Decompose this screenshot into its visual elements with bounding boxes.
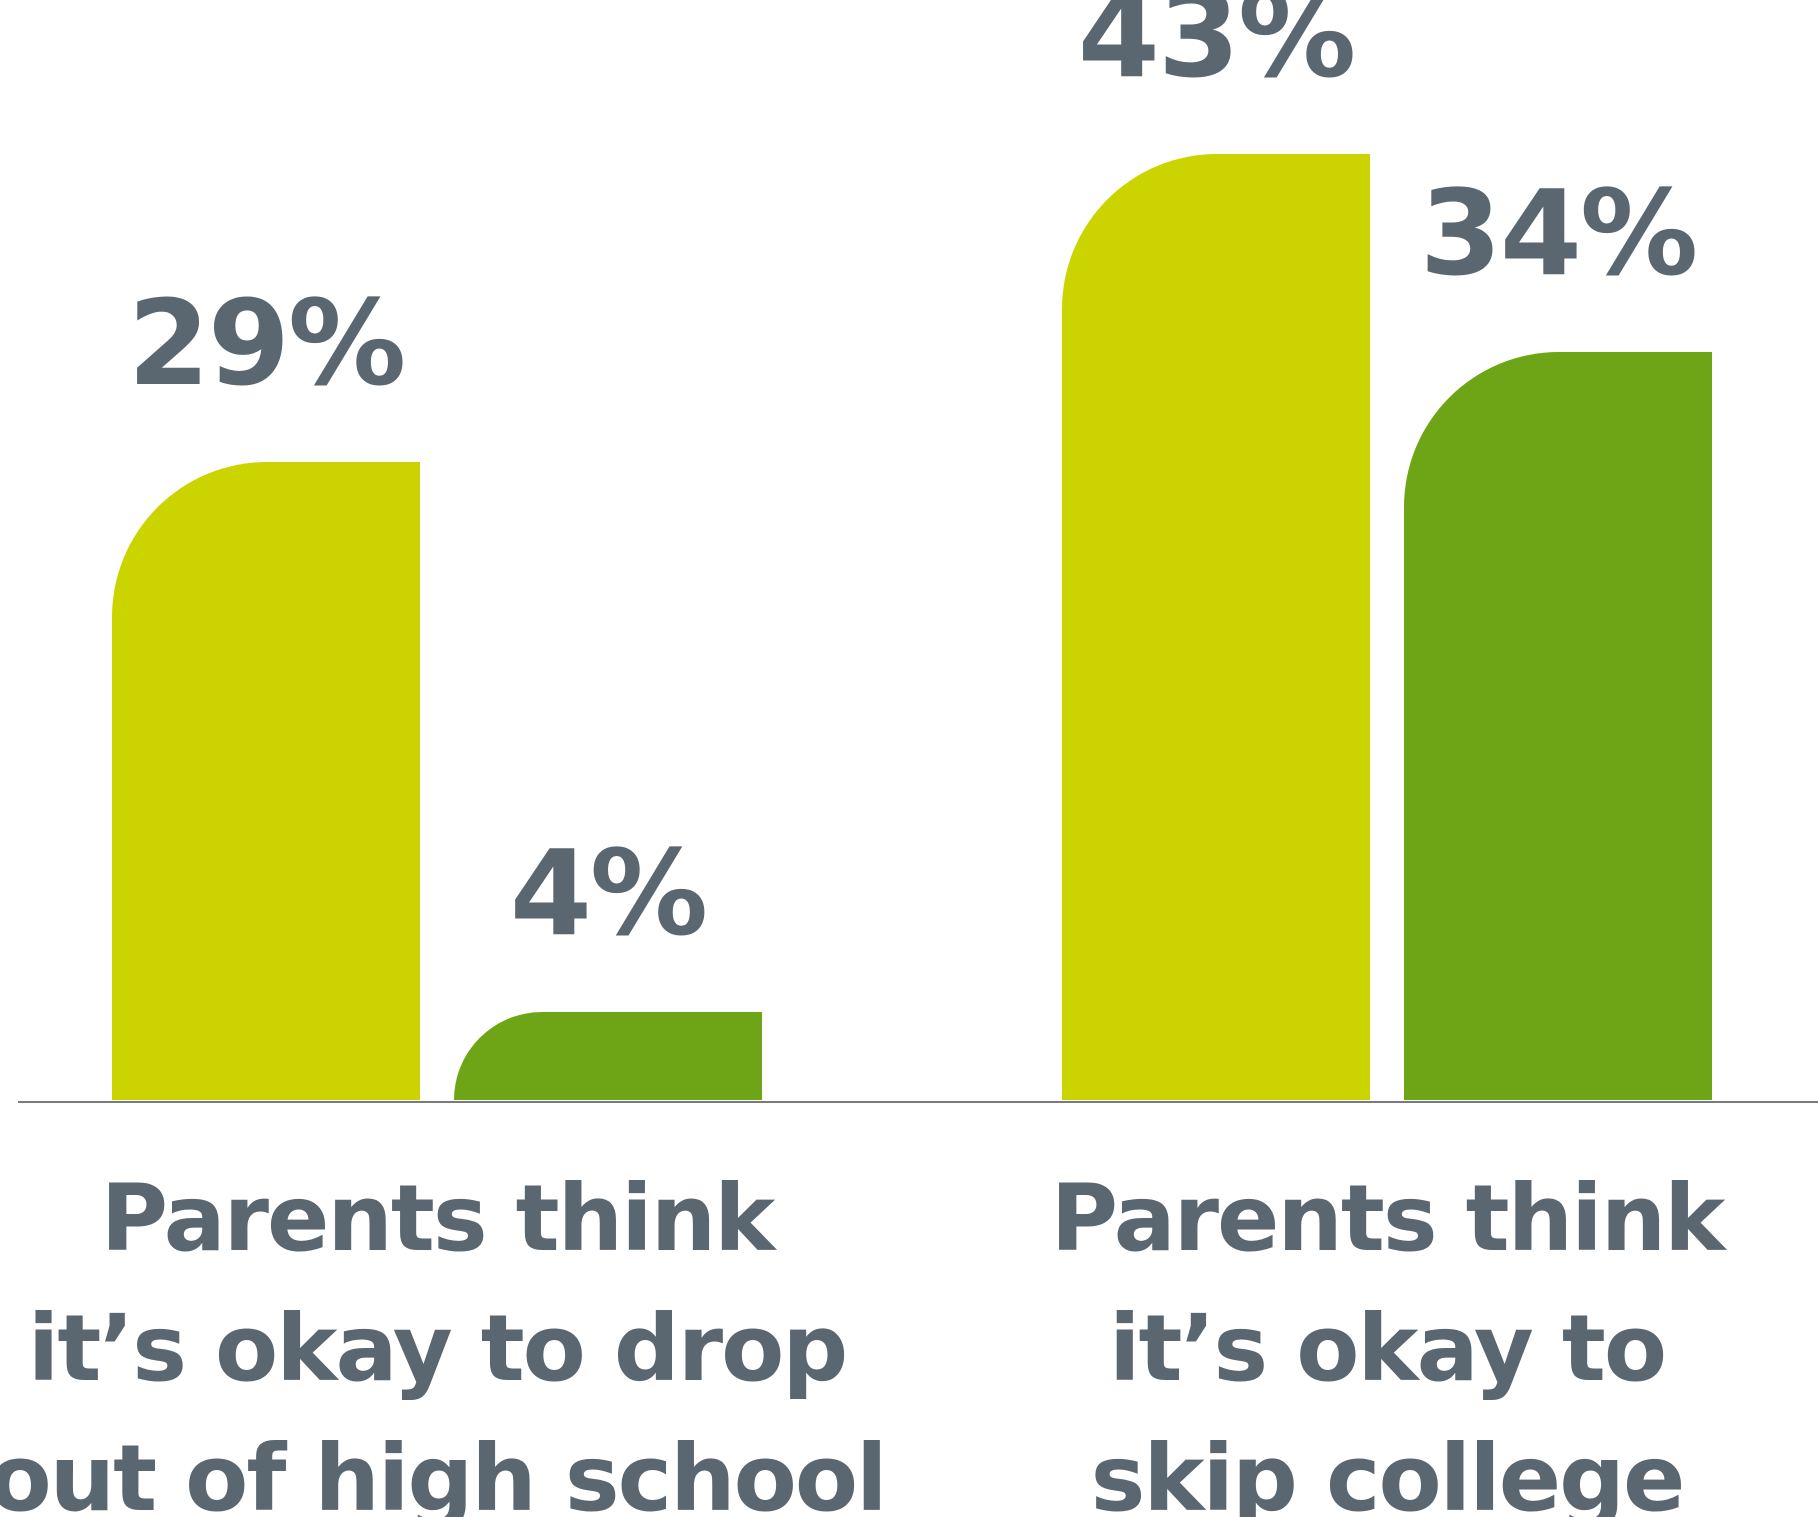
- category-label-2-line-3: skip college: [1091, 1425, 1684, 1517]
- category-label-1-line-1: Parents think: [101, 1165, 778, 1272]
- bar-1-2: [454, 1012, 762, 1100]
- category-label-1-line-3: out of high school: [0, 1425, 886, 1517]
- value-label-1-1: 29%: [128, 274, 404, 412]
- bar-2-2: [1404, 352, 1712, 1100]
- bars-group: [112, 154, 1712, 1100]
- category-label-1-line-2: it’s okay to drop: [28, 1295, 846, 1402]
- value-labels-group: 29% 4% 43% 34%: [128, 0, 1698, 962]
- bar-2-1: [1062, 154, 1370, 1100]
- value-label-2-2: 34%: [1420, 164, 1696, 302]
- bar-1-1: [112, 462, 420, 1100]
- category-label-2-line-2: it’s okay to: [1109, 1295, 1665, 1402]
- category-label-2-line-1: Parents think: [1051, 1165, 1728, 1272]
- category-labels-group: Parents think it’s okay to drop out of hig…: [0, 1165, 1729, 1517]
- value-label-2-1: 43%: [1078, 0, 1354, 104]
- value-label-1-2: 4%: [510, 824, 706, 962]
